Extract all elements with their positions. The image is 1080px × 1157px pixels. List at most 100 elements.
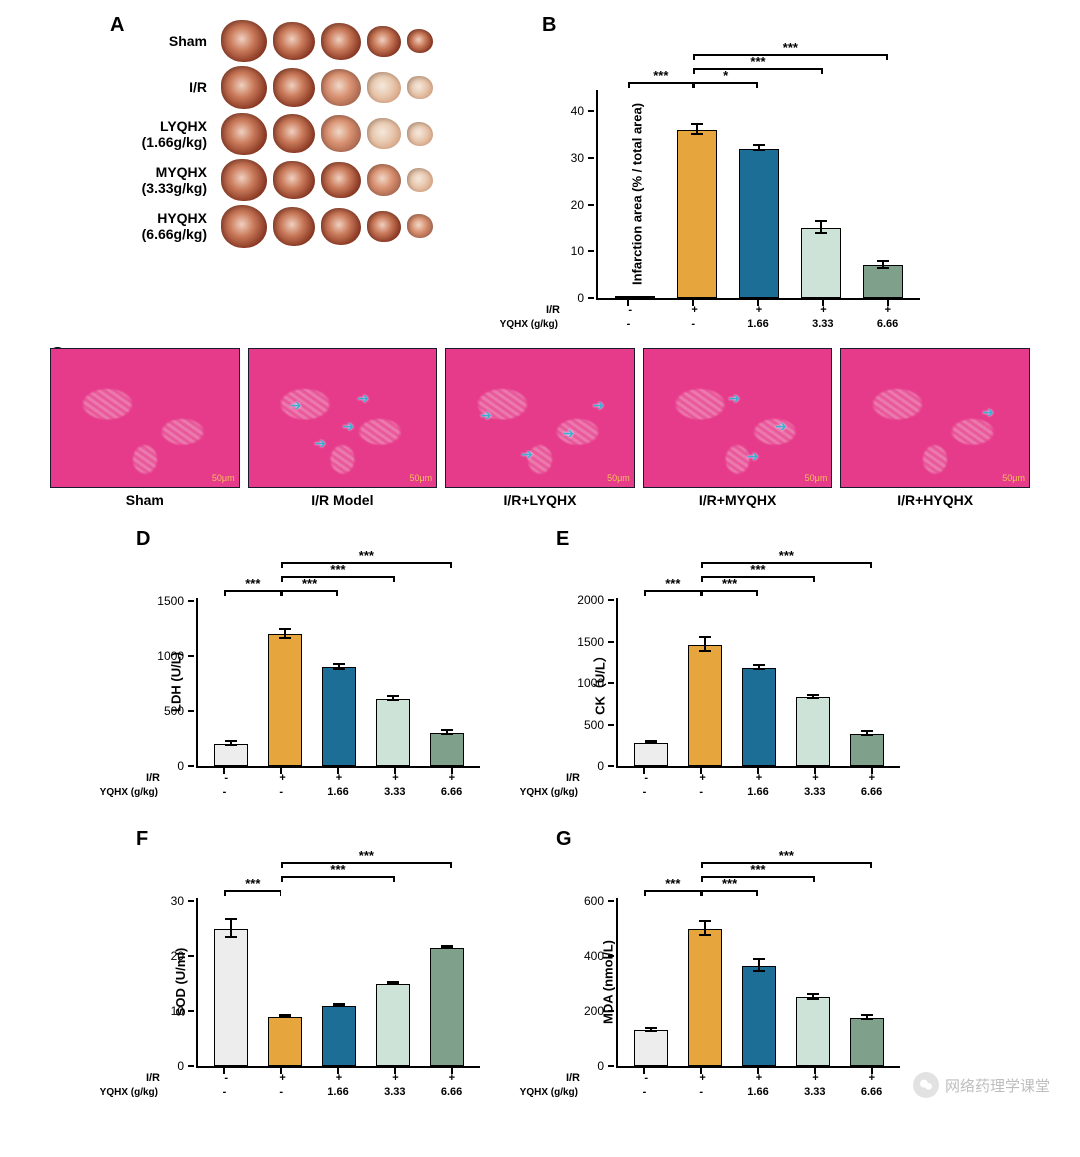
bars-container <box>198 598 480 766</box>
x-label-cell: 1.66 <box>730 786 787 798</box>
x-label-cell: + <box>674 1072 730 1084</box>
tissue-slice-grid: ShamI/RLYQHX(1.66g/kg)MYQHX(3.33g/kg)HYQ… <box>110 20 530 248</box>
x-tick <box>700 768 702 774</box>
x-label-cell: 1.66 <box>730 1086 787 1098</box>
x-row-header: YQHX (g/kg) <box>490 319 560 330</box>
x-label-cell: - <box>618 1072 674 1084</box>
significance-label: *** <box>665 877 680 890</box>
y-tick: 0 <box>177 1059 198 1073</box>
x-label-cell: - <box>198 1072 254 1084</box>
tissue-slice <box>221 20 267 62</box>
bar-group <box>669 130 725 298</box>
x-tick <box>643 768 645 774</box>
x-tick <box>757 1068 759 1074</box>
significance-label: *** <box>359 549 374 562</box>
bar-group <box>843 1018 892 1066</box>
tissue-slice <box>221 113 267 155</box>
y-tick: 10 <box>571 244 598 258</box>
error-bar <box>704 920 706 936</box>
annotation-arrow-icon: ➔ <box>314 435 326 452</box>
y-tick: 0 <box>597 1059 618 1073</box>
watermark: 网络药理学课堂 <box>913 1072 1050 1098</box>
x-tick <box>692 300 694 306</box>
histology-label: I/R+HYQHX <box>840 492 1030 508</box>
bar <box>322 667 357 766</box>
panel-letter-g: G <box>556 828 572 851</box>
panel-d: D ************050010001500LDH (U/L)I/R-+… <box>160 538 540 798</box>
x-row-header: I/R <box>546 1072 582 1084</box>
x-row-header: YQHX (g/kg) <box>510 1087 580 1098</box>
bar-group <box>855 265 911 298</box>
significance-label: *** <box>245 877 260 890</box>
wechat-icon <box>913 1072 939 1098</box>
y-axis-label: CK（U/L） <box>589 649 608 715</box>
annotation-arrow-icon: ➔ <box>747 448 759 465</box>
annotation-arrow-icon: ➔ <box>480 407 492 424</box>
tissue-slice <box>367 118 401 149</box>
x-label-row: YQHX (g/kg)--1.663.336.66 <box>580 1086 900 1098</box>
annotation-arrow-icon: ➔ <box>357 390 369 407</box>
x-row-header: I/R <box>546 772 582 784</box>
y-axis-label: MDA (nmol/L) <box>601 940 616 1024</box>
scalebar-label: 50μm <box>1002 473 1025 483</box>
x-tick <box>887 300 889 306</box>
chart-ck: ************0500100015002000CK（U/L）I/R-+… <box>580 538 960 798</box>
tissue-slice <box>407 29 433 53</box>
histology-texture <box>644 349 832 487</box>
x-label-cell: + <box>727 304 791 316</box>
bar <box>615 296 655 298</box>
error-bar <box>284 628 286 639</box>
y-tick: 1500 <box>157 594 198 608</box>
x-label-cell: 3.33 <box>366 786 423 798</box>
slice-row: Sham <box>110 20 530 62</box>
x-label-cell: - <box>196 786 253 798</box>
tissue-slice <box>221 159 267 201</box>
bar-group <box>423 733 472 766</box>
bars-container <box>198 898 480 1066</box>
panel-c: C 50μmSham➔➔➔➔50μmI/R Model➔➔➔➔50μmI/R+L… <box>30 348 1050 508</box>
x-label-cell: - <box>596 318 661 330</box>
significance-label: *** <box>722 877 737 890</box>
x-label-cell: + <box>254 1072 310 1084</box>
x-label-cell: 3.33 <box>790 318 855 330</box>
tissue-slice <box>407 214 433 238</box>
bar-group <box>261 1017 310 1066</box>
x-label-cell: + <box>311 772 367 784</box>
bar <box>801 228 841 298</box>
histology-image: 50μm <box>50 348 240 488</box>
slice-row-label: LYQHX(1.66g/kg) <box>110 118 215 150</box>
bar-group <box>627 1030 676 1066</box>
error-bar <box>866 730 868 736</box>
x-label-cell: + <box>662 304 726 316</box>
x-row-header: YQHX (g/kg) <box>90 1087 160 1098</box>
x-tick <box>280 1068 282 1074</box>
panel-a: A ShamI/RLYQHX(1.66g/kg)MYQHX(3.33g/kg)H… <box>30 20 530 248</box>
bar-group <box>207 929 256 1066</box>
x-row-header: YQHX (g/kg) <box>510 787 580 798</box>
annotation-arrow-icon: ➔ <box>342 418 354 435</box>
tissue-slice <box>273 161 315 200</box>
x-label-cell: - <box>198 772 254 784</box>
x-label-row: YQHX (g/kg)--1.663.336.66 <box>580 786 900 798</box>
tissue-slice <box>367 164 401 195</box>
bar <box>688 645 723 766</box>
bar <box>739 149 779 298</box>
tissue-slice <box>273 207 315 246</box>
bar-group <box>369 984 418 1066</box>
slice-row-label: MYQHX(3.33g/kg) <box>110 164 215 196</box>
panel-e: E ************0500100015002000CK（U/L）I/R… <box>580 538 960 798</box>
x-label-cell: 1.66 <box>726 318 791 330</box>
bar-group <box>735 668 784 766</box>
x-tick <box>223 768 225 774</box>
x-label-cell: + <box>254 772 310 784</box>
x-label-cell: + <box>311 1072 367 1084</box>
annotation-arrow-icon: ➔ <box>562 425 574 442</box>
tissue-slice <box>321 162 361 199</box>
x-label-row: I/R-++++ <box>580 772 900 784</box>
bar <box>214 929 249 1066</box>
slice-row: HYQHX(6.66g/kg) <box>110 205 530 247</box>
bar-group <box>793 228 849 298</box>
error-bar <box>704 636 706 653</box>
x-tick <box>757 300 759 306</box>
bar <box>634 743 669 766</box>
